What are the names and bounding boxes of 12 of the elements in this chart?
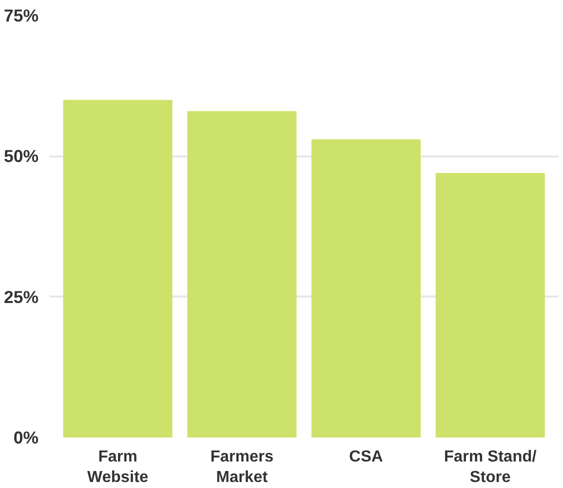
y-tick-label: 75% [4, 6, 39, 26]
y-tick-label: 50% [4, 146, 39, 166]
y-tick-label: 0% [13, 428, 38, 448]
bar [63, 100, 172, 438]
x-tick-label: Farm Website [87, 448, 148, 486]
y-tick-label: 25% [4, 286, 39, 307]
bar [187, 111, 297, 438]
x-tick-label: Farm Stand/ Store [444, 448, 538, 486]
x-tick-label: CSA [349, 448, 384, 466]
bar [436, 173, 545, 438]
x-tick-label: Farmers Market [210, 448, 274, 486]
bar [311, 139, 421, 438]
